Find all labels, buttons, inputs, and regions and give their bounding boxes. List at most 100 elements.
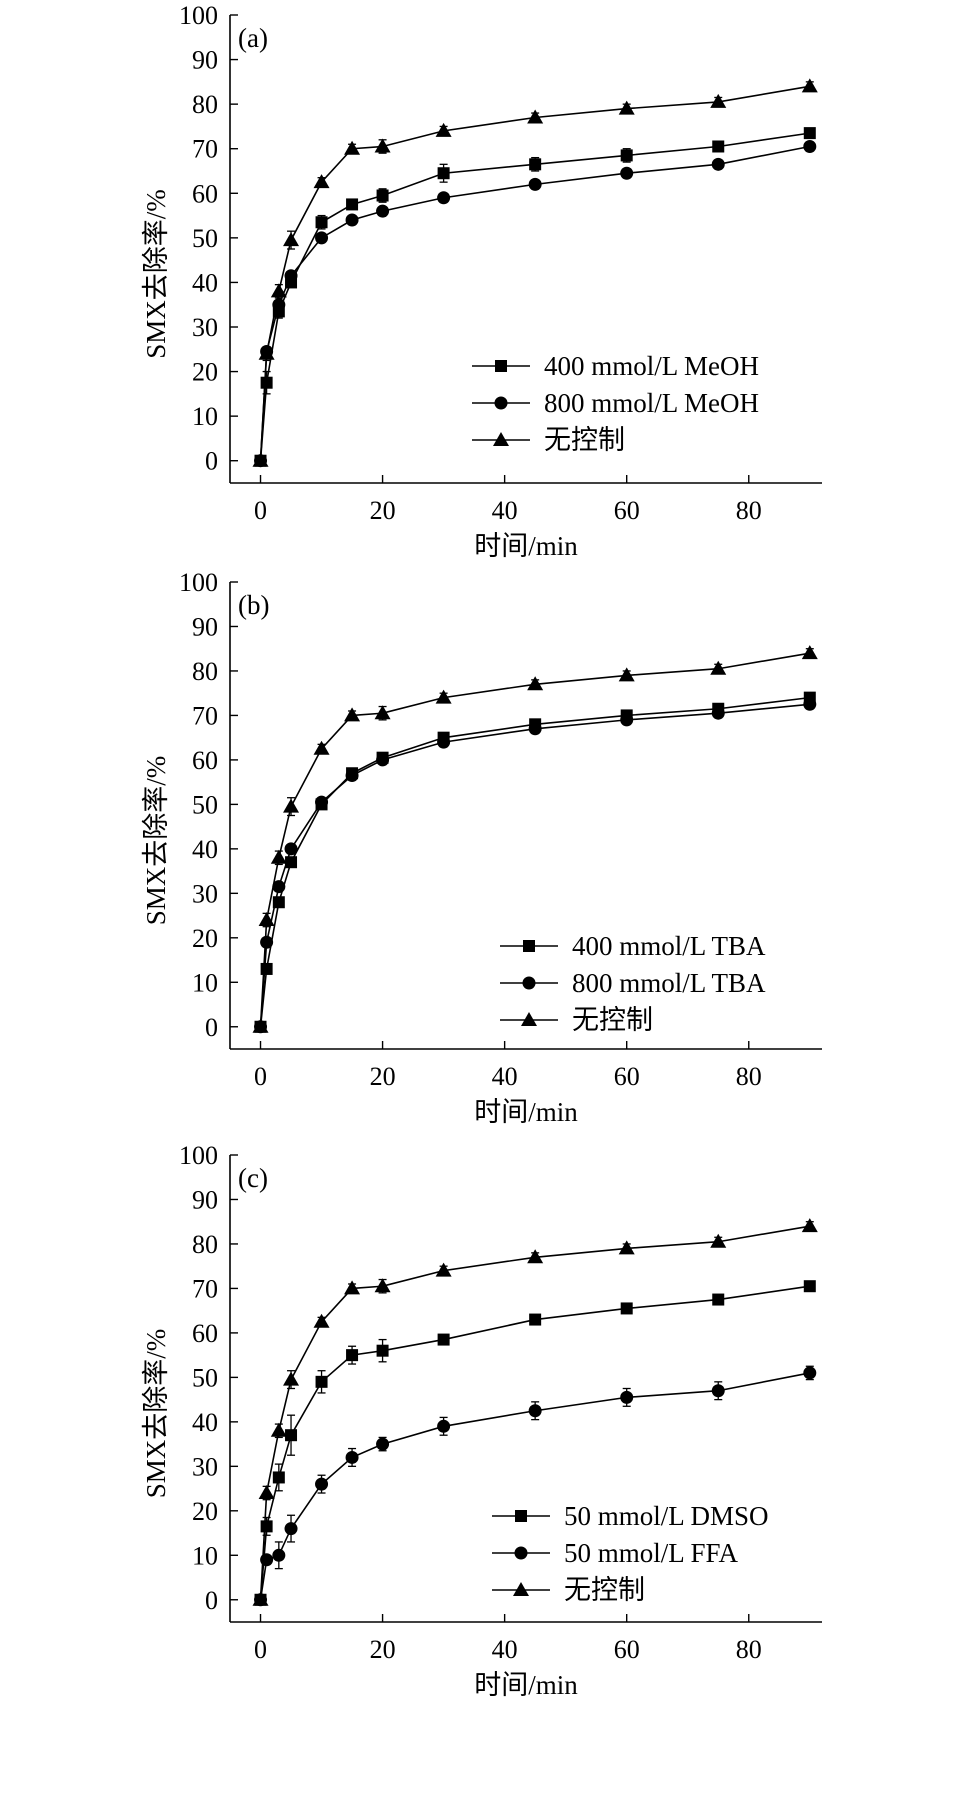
series-line <box>259 652 810 1027</box>
data-point-triangle <box>258 912 275 927</box>
data-point-triangle <box>801 78 818 93</box>
data-point-circle <box>345 1450 359 1464</box>
legend-entry: 400 mmol/L TBA <box>500 931 766 961</box>
data-point-circle <box>437 191 451 205</box>
data-point-circle <box>284 1522 298 1536</box>
data-point-triangle <box>283 1371 300 1386</box>
x-tick-label: 20 <box>370 1062 396 1091</box>
data-point-triangle <box>344 1280 361 1295</box>
y-tick-label: 90 <box>192 46 218 75</box>
data-point-triangle <box>710 1233 727 1248</box>
y-tick-label: 20 <box>192 924 218 953</box>
y-tick-label: 60 <box>192 179 218 208</box>
x-tick-label: 0 <box>254 1635 267 1664</box>
data-point-circle <box>315 795 329 809</box>
legend-entry: 50 mmol/L FFA <box>492 1538 739 1568</box>
y-axis-label: SMX去除率/% <box>141 1329 171 1499</box>
data-point-triangle <box>258 345 275 360</box>
data-point-circle <box>528 1404 542 1418</box>
y-tick-label: 100 <box>179 568 218 597</box>
legend-label: 无控制 <box>572 1005 653 1035</box>
x-tick-label: 20 <box>370 496 396 525</box>
data-point-circle <box>711 1384 725 1398</box>
legend-marker-circle <box>514 1546 528 1560</box>
y-tick-label: 20 <box>192 358 218 387</box>
legend-entry: 800 mmol/L MeOH <box>472 388 759 418</box>
series-triangle <box>252 645 818 1033</box>
x-tick-label: 0 <box>254 496 267 525</box>
data-point-circle <box>803 697 817 711</box>
legend-entry: 无控制 <box>492 1575 645 1605</box>
x-axis-label: 时间/min <box>474 1097 578 1127</box>
data-point-triangle <box>710 93 727 108</box>
legend-marker-square <box>515 1510 527 1522</box>
data-point-square <box>260 962 273 975</box>
legend-entry: 800 mmol/L TBA <box>500 968 766 998</box>
y-tick-label: 40 <box>192 268 218 297</box>
data-point-square <box>803 127 816 140</box>
panel-label: (a) <box>238 23 268 53</box>
y-tick-label: 80 <box>192 90 218 119</box>
data-point-triangle <box>270 283 287 298</box>
y-tick-label: 80 <box>192 1230 218 1259</box>
legend-label: 800 mmol/L MeOH <box>544 388 759 418</box>
data-point-triangle <box>435 1262 452 1277</box>
y-tick-label: 0 <box>205 1013 218 1042</box>
series-circle <box>254 139 817 468</box>
data-point-triangle <box>618 1240 635 1255</box>
y-tick-label: 30 <box>192 879 218 908</box>
series-line <box>259 132 810 461</box>
data-point-square <box>620 1302 633 1315</box>
y-tick-label: 90 <box>192 612 218 641</box>
x-tick-label: 80 <box>736 496 762 525</box>
legend-label: 400 mmol/L MeOH <box>544 351 759 381</box>
data-point-circle <box>315 231 329 245</box>
y-tick-label: 80 <box>192 657 218 686</box>
x-tick-label: 80 <box>736 1062 762 1091</box>
legend-label: 50 mmol/L DMSO <box>564 1501 769 1531</box>
legend-entry: 50 mmol/L DMSO <box>492 1501 769 1531</box>
data-point-triangle <box>801 645 818 660</box>
y-tick-label: 10 <box>192 402 218 431</box>
data-point-triangle <box>270 849 287 864</box>
series-circle <box>254 697 817 1034</box>
x-tick-label: 60 <box>614 496 640 525</box>
data-point-triangle <box>313 174 330 189</box>
data-point-triangle <box>283 232 300 247</box>
data-point-circle <box>345 213 359 227</box>
data-point-triangle <box>710 660 727 675</box>
data-point-square <box>260 1520 273 1533</box>
data-point-circle <box>711 706 725 720</box>
data-point-triangle <box>435 122 452 137</box>
legend-entry: 400 mmol/L MeOH <box>472 351 759 381</box>
data-point-triangle <box>618 667 635 682</box>
x-tick-label: 80 <box>736 1635 762 1664</box>
y-tick-label: 0 <box>205 447 218 476</box>
data-point-triangle <box>252 1591 269 1606</box>
y-axis-label: SMX去除率/% <box>141 756 171 926</box>
data-point-square <box>620 149 633 162</box>
legend: 400 mmol/L TBA 800 mmol/L TBA 无控制 <box>500 931 766 1035</box>
series-line <box>259 85 810 461</box>
data-point-circle <box>803 1366 817 1380</box>
data-point-square <box>285 1429 298 1442</box>
data-point-triangle <box>344 140 361 155</box>
legend-marker-square <box>523 940 535 952</box>
data-point-square <box>437 1333 450 1346</box>
legend-label: 400 mmol/L TBA <box>572 931 766 961</box>
x-tick-label: 40 <box>492 1635 518 1664</box>
data-point-circle <box>345 768 359 782</box>
y-tick-label: 50 <box>192 790 218 819</box>
y-tick-label: 70 <box>192 1274 218 1303</box>
y-tick-label: 30 <box>192 1452 218 1481</box>
data-point-triangle <box>435 689 452 704</box>
data-point-square <box>712 140 725 153</box>
data-point-circle <box>437 735 451 749</box>
series-square <box>254 127 816 467</box>
x-tick-label: 60 <box>614 1062 640 1091</box>
legend: 50 mmol/L DMSO 50 mmol/L FFA 无控制 <box>492 1501 769 1605</box>
data-point-circle <box>803 139 817 153</box>
y-axis-label: SMX去除率/% <box>141 189 171 359</box>
y-tick-label: 70 <box>192 135 218 164</box>
